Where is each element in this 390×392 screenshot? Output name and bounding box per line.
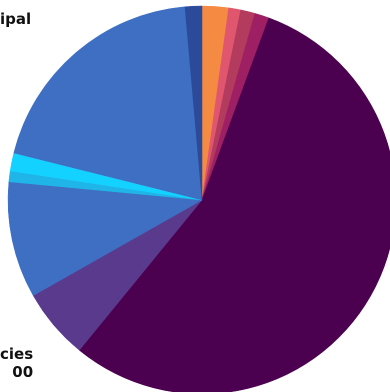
slice-label-bottom-left: cies 00	[0, 345, 33, 381]
slice-label-line-1: cies	[0, 345, 34, 363]
slice-label-line-2: 00	[12, 363, 34, 381]
slice-label-top-left: ipal	[0, 10, 31, 28]
pie-slice-10	[13, 6, 203, 201]
slice-label-text: ipal	[0, 10, 32, 28]
pie-slice-11	[184, 5, 203, 201]
pie-slice-5	[78, 17, 390, 392]
pie-slice-7	[7, 181, 203, 296]
